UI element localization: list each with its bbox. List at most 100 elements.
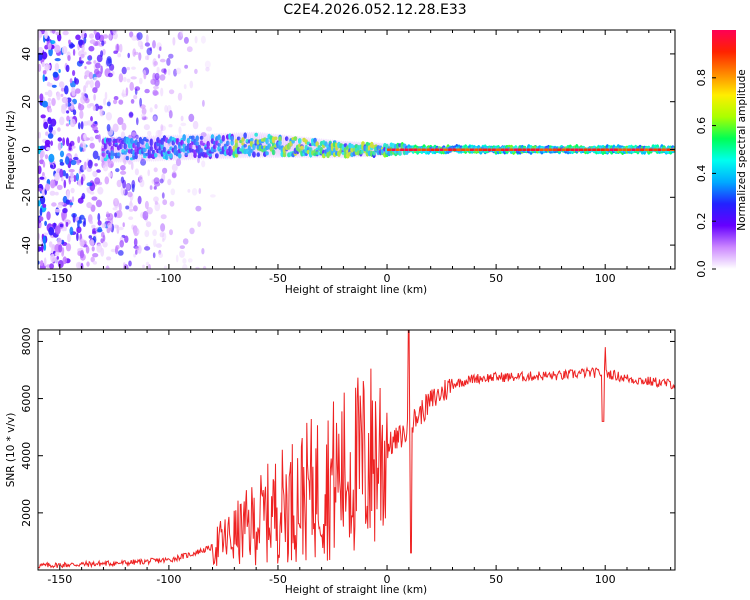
heatmap-cell	[90, 116, 93, 122]
heatmap-cell	[69, 118, 76, 128]
heatmap-cell	[175, 158, 182, 167]
heatmap-cell	[199, 148, 204, 154]
colorbar-tick-label: 0.6	[695, 117, 708, 135]
heatmap-cell	[103, 98, 107, 106]
heatmap-cell	[68, 169, 75, 173]
heatmap-cell	[183, 84, 187, 90]
heatmap-cell	[160, 87, 164, 97]
heatmap-halo	[254, 131, 259, 158]
heatmap-cell	[135, 246, 140, 251]
heatmap-cell	[59, 81, 65, 88]
heatmap-cell	[47, 97, 52, 102]
heatmap-cell	[195, 135, 200, 142]
heatmap-cell	[49, 190, 56, 196]
heatmap-core	[675, 149, 679, 152]
heatmap-cell	[144, 230, 150, 238]
heatmap-core	[661, 148, 666, 151]
heatmap-cell	[113, 99, 118, 105]
heatmap-cell	[69, 226, 74, 236]
heatmap-cell	[65, 123, 70, 127]
heatmap-cell	[287, 145, 291, 150]
heatmap-cell	[102, 34, 109, 39]
heatmap-cell	[69, 43, 76, 48]
heatmap-core	[387, 148, 391, 151]
heatmap-core	[426, 148, 431, 151]
heatmap-cell	[159, 74, 166, 81]
heatmap-cell	[230, 135, 234, 142]
heatmap-cell	[147, 169, 150, 177]
heatmap-cell	[131, 161, 134, 170]
heatmap-core	[504, 148, 509, 151]
heatmap-cell	[114, 224, 119, 229]
heatmap-cell	[168, 53, 174, 59]
heatmap-cell	[108, 33, 112, 41]
heatmap-cell	[44, 220, 47, 226]
heatmap-cell	[97, 220, 102, 226]
heatmap-cell	[178, 153, 182, 159]
heatmap-cell	[95, 32, 101, 41]
heatmap-cell	[171, 171, 177, 179]
heatmap-halo	[210, 133, 215, 160]
heatmap-cell	[91, 196, 98, 201]
heatmap-cell	[89, 142, 95, 149]
heatmap-cell	[105, 112, 112, 121]
heatmap-core	[565, 148, 570, 151]
heatmap-cell	[168, 110, 173, 119]
heatmap-cell	[152, 40, 156, 49]
heatmap-cell	[195, 266, 200, 269]
heatmap-cell	[89, 33, 95, 39]
heatmap-cell	[145, 221, 152, 228]
heatmap-cell	[188, 113, 195, 122]
heatmap-cell	[118, 99, 124, 105]
figure-title: C2E4.2026.052.12.28.E33	[283, 2, 467, 18]
heatmap-cell	[137, 40, 143, 48]
heatmap-cell	[47, 133, 54, 139]
heatmap-cell	[99, 109, 104, 117]
heatmap-cell	[82, 164, 86, 171]
heatmap-cell	[152, 229, 158, 237]
heatmap-cell	[243, 132, 247, 139]
heatmap-cell	[98, 134, 101, 143]
heatmap-cell	[128, 112, 134, 117]
heatmap-halo	[284, 134, 289, 159]
snr-x-tick-label: -150	[47, 573, 72, 586]
heatmap-core	[461, 148, 466, 151]
heatmap-cell	[80, 176, 84, 186]
heatmap-cell	[94, 80, 101, 89]
snr-y-tick-label: 2000	[20, 499, 33, 527]
spectrogram-x-tick-label: -150	[47, 272, 72, 285]
heatmap-cell	[135, 249, 138, 255]
heatmap-cell	[154, 201, 159, 205]
heatmap-cell	[63, 179, 67, 189]
heatmap-cell	[54, 58, 61, 62]
heatmap-cell	[77, 104, 85, 111]
heatmap-cell	[54, 62, 60, 72]
heatmap-cell	[182, 258, 187, 264]
heatmap-core	[517, 148, 522, 151]
heatmap-cell	[183, 36, 189, 44]
heatmap-cell	[125, 205, 130, 210]
heatmap-cell	[94, 163, 98, 167]
heatmap-cell	[65, 243, 72, 252]
heatmap-cell	[123, 157, 126, 166]
spectrogram-x-tick-label: 0	[384, 272, 391, 285]
heatmap-cell	[41, 100, 49, 108]
heatmap-cell	[44, 63, 49, 72]
heatmap-cell	[56, 184, 63, 191]
heatmap-cell	[166, 57, 171, 66]
heatmap-cell	[122, 89, 125, 98]
heatmap-cell	[101, 40, 105, 46]
heatmap-cell	[202, 265, 207, 269]
heatmap-cell	[120, 170, 127, 175]
heatmap-halo	[265, 132, 270, 158]
heatmap-core	[404, 148, 409, 151]
heatmap-cell	[133, 253, 137, 258]
heatmap-cell	[144, 88, 150, 94]
heatmap-cell	[42, 70, 47, 75]
heatmap-core	[583, 148, 588, 151]
heatmap-cell	[152, 89, 158, 96]
heatmap-cell	[68, 39, 71, 45]
heatmap-cell	[100, 65, 103, 74]
heatmap-cell	[93, 129, 99, 134]
spectrogram-y-tick-label: -20	[20, 188, 33, 206]
